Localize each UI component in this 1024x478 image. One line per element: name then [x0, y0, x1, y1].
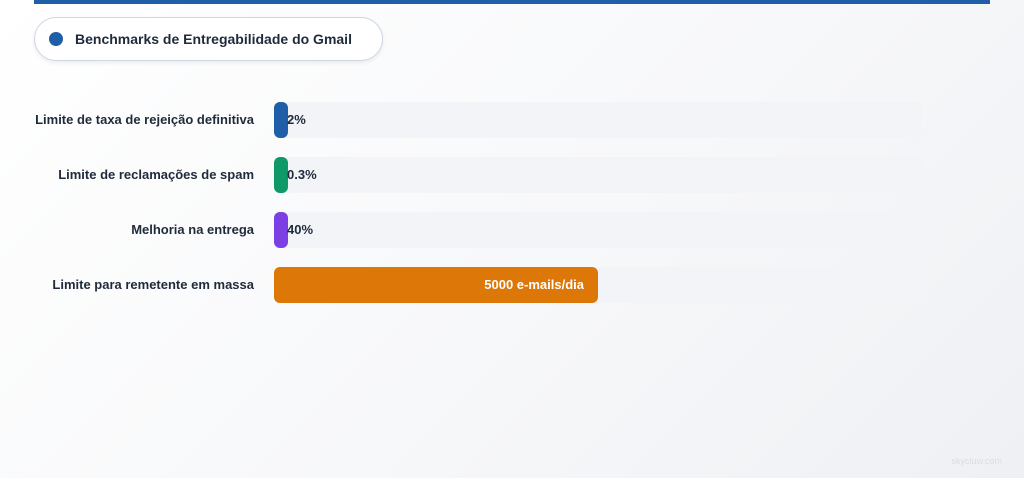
bar-track: 0.3% — [274, 157, 922, 193]
legend-dot — [49, 32, 63, 46]
bar — [274, 102, 288, 138]
watermark: skyciuw.com — [951, 456, 1002, 466]
header-accent-bar — [34, 0, 990, 4]
bar-row: Melhoria na entrega 40% — [0, 212, 1024, 248]
category-label: Limite de taxa de rejeição definitiva — [35, 112, 254, 127]
category-label: Melhoria na entrega — [131, 222, 254, 237]
category-label: Limite de reclamações de spam — [58, 167, 254, 182]
bar-track: 5000 e-mails/dia — [274, 267, 922, 303]
bar — [274, 157, 288, 193]
bar-value-label: 0.3% — [287, 167, 317, 182]
chart-legend: Benchmarks de Entregabilidade do Gmail — [34, 17, 383, 61]
bar-value-label: 2% — [287, 112, 306, 127]
bar — [274, 267, 598, 303]
bar-row: Limite de reclamações de spam 0.3% — [0, 157, 1024, 193]
bar-value-label: 5000 e-mails/dia — [484, 277, 584, 292]
bar-row: Limite para remetente em massa 5000 e-mai… — [0, 267, 1024, 303]
bar-value-label: 40% — [287, 222, 314, 237]
bar-row: Limite de taxa de rejeição definitiva 2% — [0, 102, 1024, 138]
bar — [274, 212, 288, 248]
bar-track: 40% — [274, 212, 922, 248]
legend-title: Benchmarks de Entregabilidade do Gmail — [75, 31, 352, 47]
bar-track: 2% — [274, 102, 922, 138]
category-label: Limite para remetente em massa — [52, 277, 254, 292]
